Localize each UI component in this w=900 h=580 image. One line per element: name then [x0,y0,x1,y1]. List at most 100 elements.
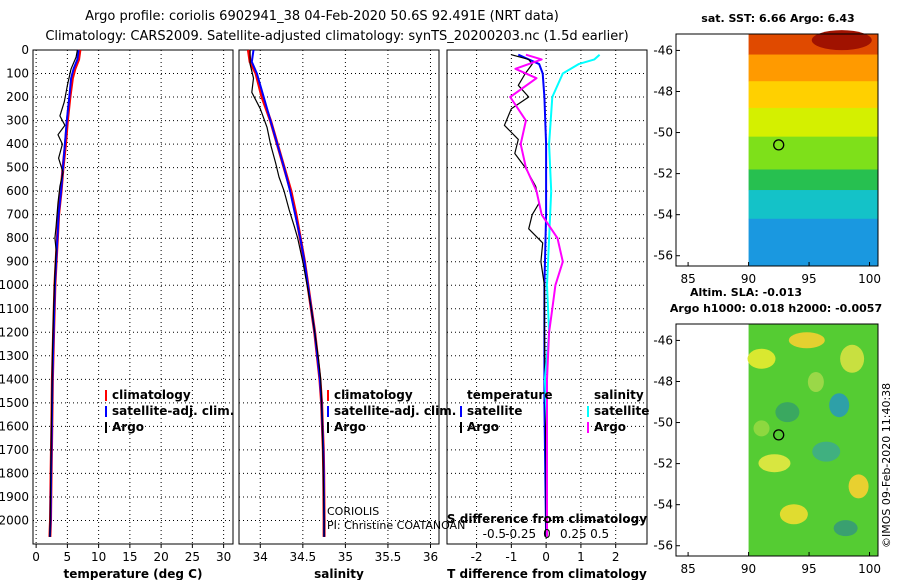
sst-band [748,218,878,267]
tick-label-lat: -48 [653,374,673,388]
tick-label-lat: -52 [653,167,673,181]
tick-label-depth: 700 [6,208,29,222]
tick-label-x: 35.5 [375,550,402,564]
temperature-legend: climatology satellite-adj. clim. Argo [105,388,234,434]
tick-label-x: 1 [577,550,585,564]
tick-label-lat: -48 [653,84,673,98]
legend-heading-salinity: salinity [594,388,644,402]
tick-label-lon: 95 [801,562,816,576]
sst-map: -46 -48 -50 -52 -54 -56 85 90 95 100 [653,30,881,286]
series-t-satellite [517,53,548,537]
temperature-panel-frame [32,49,234,545]
t-difference-axis-label: T difference from climatology [447,567,647,580]
tick-label-x: 34.5 [289,550,316,564]
sla-anomaly-patch [775,402,800,423]
argo-position-marker [773,139,785,151]
legend-label-climatology: climatology [334,388,413,402]
legend-swatch-climatology [327,390,329,401]
tick-label-depth: 600 [6,184,29,198]
tick-label-depth: 800 [6,231,29,245]
sla-anomaly-patch [788,332,825,349]
legend-label-s-argo: Argo [594,420,626,434]
tick-label-lat: -56 [653,539,673,553]
tick-label-depth: 1500 [0,396,29,410]
sla-anomaly-patch [758,454,791,473]
tick-label-lon: 85 [680,562,695,576]
tick-label-depth: 1100 [0,302,29,316]
series-s-argo [509,53,564,537]
legend-swatch-s-satellite [587,406,589,417]
tick-label-lat: -52 [653,457,673,471]
sla-anomaly-patch [829,393,850,418]
legend-label-argo: Argo [334,420,366,434]
sst-band [748,136,878,171]
legend-label-argo: Argo [112,420,144,434]
institution-label: CORIOLIS [327,505,379,518]
tick-label-s: 0 [543,527,551,541]
tick-label-depth: 1900 [0,490,29,504]
legend-label-t-argo: Argo [467,420,499,434]
tick-label-lon: 100 [858,562,881,576]
tick-label-lon: 90 [741,272,756,286]
tick-label-depth: 1300 [0,349,29,363]
tick-label-x: 34 [253,550,268,564]
tick-label-depth: 0 [21,43,29,57]
sla-map-title-2: Argo h1000: 0.018 h2000: -0.0057 [670,302,882,315]
salinity-panel-frame [238,49,440,545]
tick-label-depth: 1700 [0,443,29,457]
tick-label-depth: 1000 [0,278,29,292]
temperature-axis-label: temperature (deg C) [64,567,203,580]
sla-map: -46 -48 -50 -52 -54 -56 85 90 95 100 [653,323,881,576]
legend-swatch-climatology [105,390,107,401]
sst-band [748,81,878,109]
tick-label-depth: 1600 [0,419,29,433]
salinity-axis-label: salinity [314,567,364,580]
pi-label: PI: Christine COATANOAN [327,519,465,532]
legend-swatch-s-argo [587,422,589,433]
tick-label-depth: 2000 [0,513,29,527]
tick-label-s: -0.25 [505,527,536,541]
sla-map-title-1: Altim. SLA: -0.013 [690,286,802,299]
tick-label-depth: 200 [6,90,29,104]
sst-band [748,190,878,220]
sst-band [748,169,878,191]
title-line-2: Climatology: CARS2009. Satellite-adjuste… [45,29,628,44]
sst-map-title: sat. SST: 6.66 Argo: 6.43 [701,12,854,25]
tick-label-lon: 95 [801,272,816,286]
tick-label-x: 36 [423,550,438,564]
tick-label-depth: 900 [6,255,29,269]
tick-label-lon: 90 [741,562,756,576]
tick-label-lon: 100 [858,272,881,286]
tick-label-x: 25 [185,550,200,564]
depth-axis-labels: 0 100 200 300 400 500 600 700 800 900 1000 1100 1200… [0,43,29,527]
legend-label-t-satellite: satellite [467,404,522,418]
legend-label-satellite: satellite-adj. clim. [112,404,234,418]
title-line-1: Argo profile: coriolis 6902941_38 04-Feb… [85,9,559,24]
legend-swatch-argo [327,422,329,433]
tick-label-x: -1 [505,550,517,564]
tick-label-x: 2 [612,550,620,564]
tick-label-depth: 100 [6,67,29,81]
tick-label-depth: 1200 [0,325,29,339]
tick-label-x: 15 [122,550,137,564]
sla-anomaly-patch [840,344,865,373]
sla-anomaly-patch [848,474,869,499]
tick-label-lat: -54 [653,498,673,512]
salinity-chart: 34 34.5 35 35.5 36 [239,49,439,564]
map-frame [675,33,879,267]
tick-label-depth: 1400 [0,372,29,386]
series-climatology [246,49,326,537]
argo-position-marker [773,429,785,441]
tick-label-depth: 500 [6,161,29,175]
legend-swatch-t-satellite [460,406,462,417]
series-argo [249,50,325,537]
legend-swatch-satellite [105,406,107,417]
tick-label-x: -2 [471,550,483,564]
series-satellite-adj--clim- [250,49,326,537]
tick-label-x: 5 [64,550,72,564]
tick-label-lon: 85 [680,272,695,286]
tick-label-lat: -46 [653,333,673,347]
tick-label-x: 20 [153,550,168,564]
tick-label-s: 0.5 [590,527,609,541]
